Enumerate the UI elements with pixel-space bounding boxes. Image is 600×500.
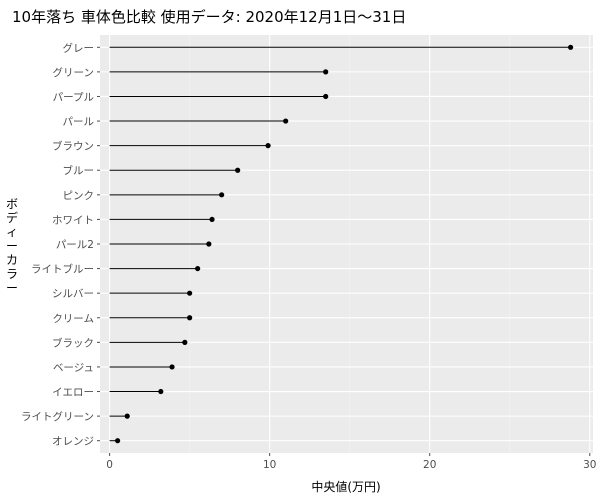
category-label: ライトブルー bbox=[31, 263, 94, 276]
category-label: グリーン bbox=[53, 66, 94, 79]
lollipop-point bbox=[283, 118, 289, 124]
category-label: パープル bbox=[53, 91, 94, 103]
lollipop-point bbox=[209, 216, 215, 223]
y-axis-title: ボディーカラー bbox=[6, 197, 18, 295]
lollipop-point bbox=[206, 241, 212, 247]
category-label: イエロー bbox=[52, 387, 94, 399]
y-axis-title-char: ー bbox=[6, 239, 18, 253]
lollipop-point bbox=[235, 167, 241, 173]
y-axis-title-char: ラ bbox=[6, 267, 18, 281]
x-tick-label: 30 bbox=[583, 459, 596, 471]
x-tick-label: 0 bbox=[106, 459, 113, 471]
lollipop-marks bbox=[109, 44, 574, 444]
lollipop-point bbox=[567, 44, 574, 50]
category-label: パール bbox=[63, 116, 95, 128]
x-tick-label: 20 bbox=[423, 459, 436, 471]
lollipop-point bbox=[323, 93, 329, 100]
lollipop-point bbox=[219, 192, 225, 198]
lollipop-point bbox=[158, 388, 164, 395]
lollipop-point bbox=[187, 315, 193, 321]
lollipop-point bbox=[169, 364, 175, 370]
lollipop-point bbox=[265, 143, 271, 149]
category-label: オレンジ bbox=[52, 436, 94, 448]
category-label: グレー bbox=[63, 41, 95, 54]
x-tick-label: 10 bbox=[263, 459, 276, 471]
lollipop-point bbox=[195, 265, 201, 272]
category-label: ホワイト bbox=[52, 214, 94, 226]
chart-title: 10年落ち 車体色比較 使用データ: 2020年12月1日～31日 bbox=[12, 8, 406, 26]
y-axis-title-char: ー bbox=[6, 281, 18, 295]
category-label: ブラウン bbox=[52, 140, 94, 153]
lollipop-point bbox=[187, 290, 193, 296]
category-label: シルバー bbox=[52, 288, 94, 300]
lollipop-point bbox=[323, 69, 329, 75]
lollipop-point bbox=[182, 339, 188, 345]
y-axis-title-char: カ bbox=[6, 253, 18, 267]
category-label: クリーム bbox=[52, 313, 94, 325]
category-label: ライトグリーン bbox=[21, 410, 94, 423]
y-axis-title-char: ボ bbox=[6, 197, 18, 211]
y-axis-title-char: ィ bbox=[6, 225, 18, 239]
category-label: ピンク bbox=[63, 190, 95, 202]
x-axis-title: 中央値(万円) bbox=[311, 479, 380, 494]
category-label: パール2 bbox=[56, 239, 94, 251]
category-label: ベージュ bbox=[53, 362, 94, 374]
category-label: ブラック bbox=[52, 336, 94, 349]
lollipop-point bbox=[115, 438, 121, 444]
lollipop-point bbox=[124, 413, 130, 419]
y-axis-title-char: デ bbox=[6, 210, 18, 225]
value-axis: 0 10 20 30 bbox=[106, 453, 596, 471]
category-label: ブルー bbox=[63, 164, 95, 177]
